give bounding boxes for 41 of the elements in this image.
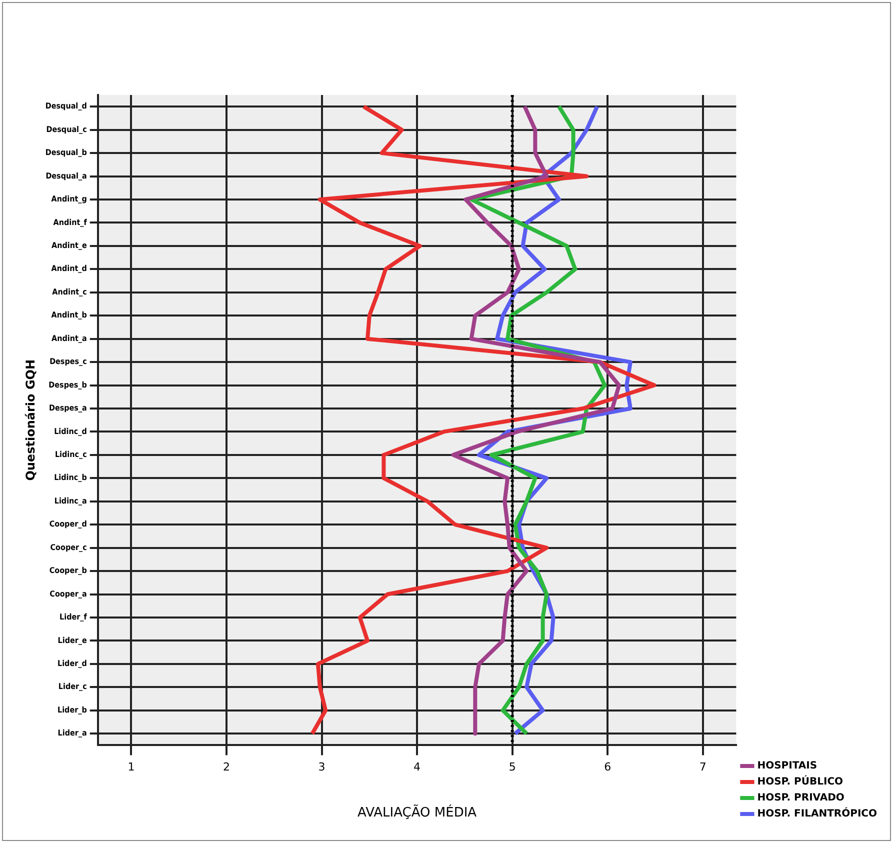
y-tick-label: Cooper_b [49,566,87,576]
y-tick-label: Despes_b [48,380,87,390]
y-tick-label: Desqual_d [45,102,87,111]
x-tick-label: 6 [604,760,612,774]
y-tick-label: Desqual_b [45,148,87,158]
legend-label: HOSP. PÚBLICO [757,774,844,788]
y-tick-label: Cooper_d [49,520,87,529]
y-tick-label: Andint_e [52,241,88,250]
y-tick-label: Andint_b [51,310,87,320]
x-tick-label: 4 [414,760,421,774]
y-tick-label: Desqual_c [46,124,87,134]
y-tick-label: Despes_c [50,357,87,366]
y-tick-label: Andint_g [51,194,87,204]
x-tick-label: 3 [318,760,326,774]
y-tick-label: Lider_d [58,659,87,668]
y-tick-label: Desqual_a [46,171,88,180]
y-tick-label: Lider_a [58,728,88,738]
y-tick-label: Lidinc_c [54,450,87,460]
x-tick-label: 5 [508,760,516,774]
legend-label: HOSP. FILANTRÓPICO [757,806,878,820]
x-tick-label: 2 [223,760,230,774]
y-tick-label: Lider_c [58,682,87,692]
x-tick-label: 1 [128,760,135,774]
legend-label: HOSPITAIS [757,760,818,772]
y-tick-label: Andint_a [52,334,88,343]
y-tick-label: Lidinc_b [54,473,87,482]
y-tick-label: Cooper_a [50,589,88,598]
y-tick-label: Andint_f [53,218,88,227]
y-tick-label: Lidinc_d [54,426,87,436]
y-tick-label: Lider_f [60,612,88,622]
y-tick-label: Lidinc_a [54,496,88,506]
x-axis-title: AVALIAÇÃO MÉDIA [358,804,477,821]
x-tick-label: 7 [699,760,706,774]
y-tick-label: Cooper_c [50,542,87,552]
y-tick-label: Despes_a [48,404,88,413]
y-tick-label: Andint_d [51,264,87,274]
y-tick-label: Andint_c [52,287,87,296]
y-axis-title: Questionário GQH [23,359,38,481]
legend-label: HOSP. PRIVADO [757,792,844,804]
y-tick-label: Lider_b [58,705,87,714]
y-tick-label: Lider_e [58,636,87,645]
